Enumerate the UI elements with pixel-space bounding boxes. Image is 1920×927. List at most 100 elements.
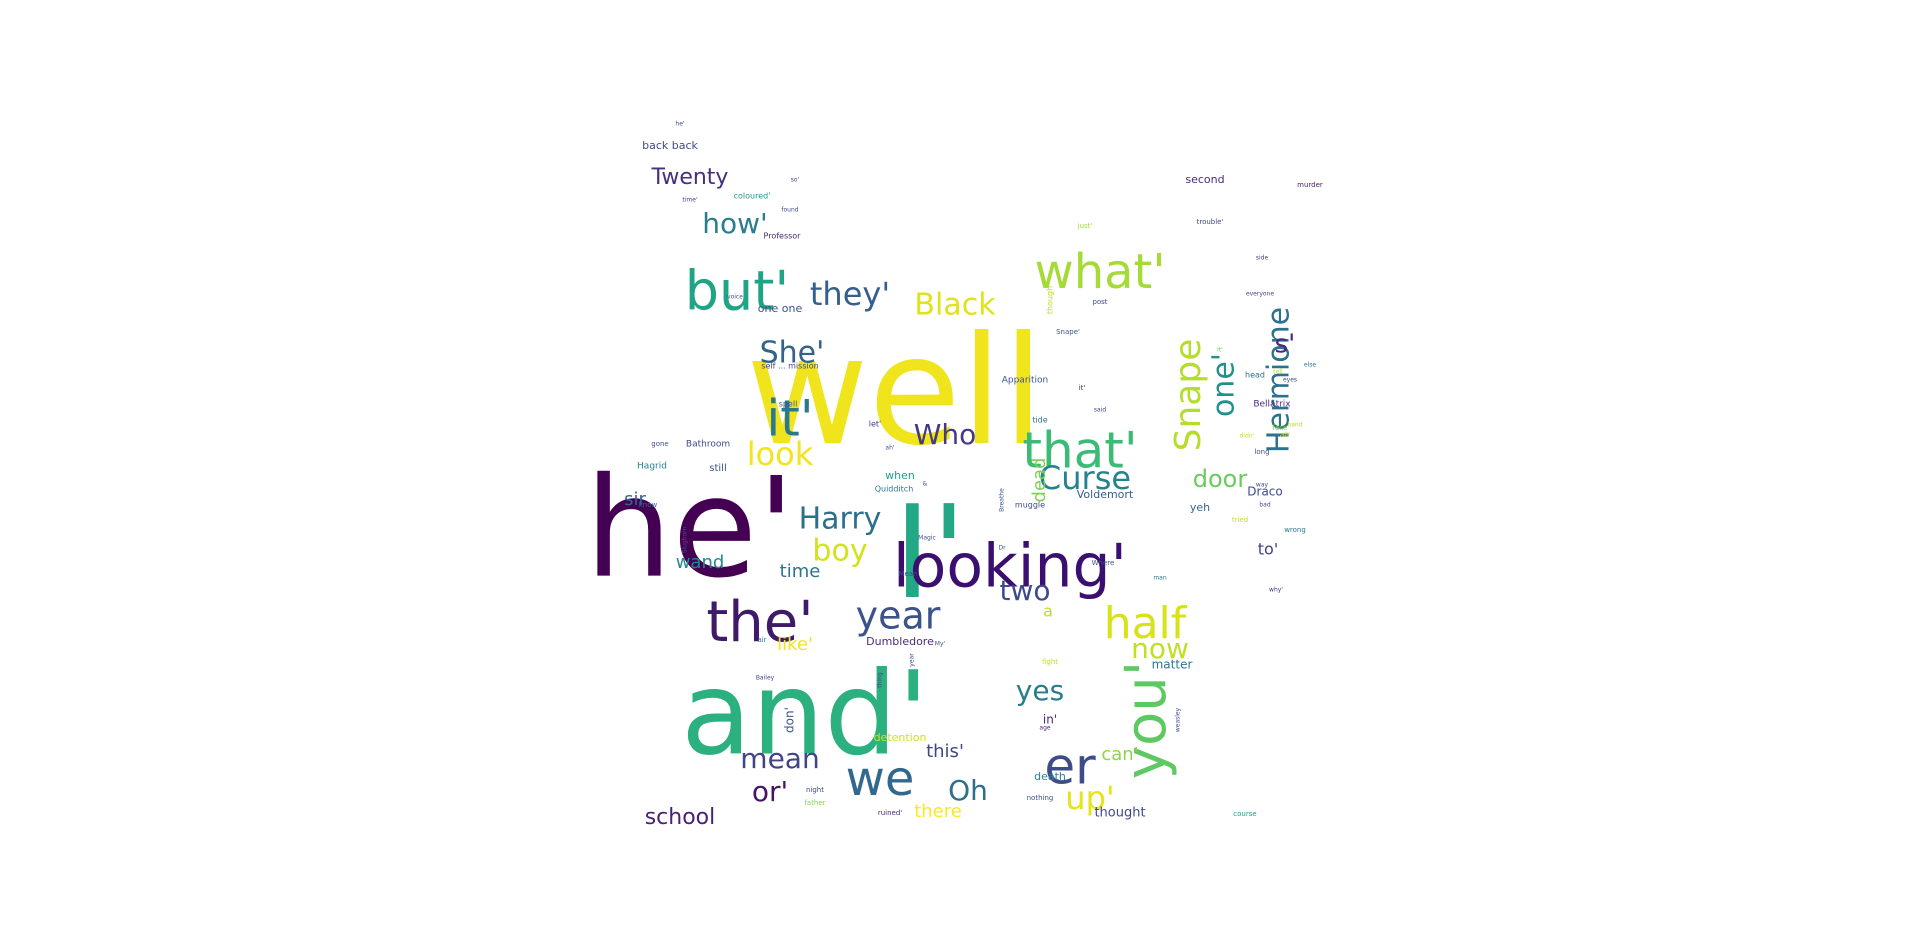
word-68: Professor bbox=[764, 232, 802, 241]
word-89: long bbox=[1254, 448, 1269, 456]
word-113: My' bbox=[935, 641, 946, 648]
word-33: or' bbox=[752, 775, 788, 808]
word-26: now bbox=[1131, 632, 1189, 665]
word-31: how' bbox=[702, 207, 767, 240]
word-10: it' bbox=[766, 390, 813, 448]
word-78: father bbox=[804, 799, 825, 807]
word-124: thing bbox=[877, 672, 884, 688]
word-0: well bbox=[746, 305, 1044, 479]
word-117: so' bbox=[791, 177, 800, 184]
word-80: nothing bbox=[1027, 794, 1054, 802]
word-46: to' bbox=[1258, 540, 1278, 559]
word-28: mean bbox=[740, 742, 819, 775]
word-27: Oh bbox=[948, 774, 988, 807]
word-103: Magic bbox=[918, 535, 936, 542]
word-73: spell bbox=[779, 400, 798, 409]
word-111: it' bbox=[1217, 347, 1223, 354]
word-36: Twenty bbox=[651, 165, 729, 190]
word-110: didn' bbox=[1240, 433, 1255, 440]
word-77: night bbox=[806, 786, 824, 794]
word-85: Snape' bbox=[1056, 328, 1080, 336]
word-90: all' bbox=[1280, 431, 1290, 439]
word-72: self ... mission bbox=[761, 362, 818, 371]
word-24: look bbox=[747, 435, 814, 473]
word-61: back back bbox=[642, 139, 698, 152]
word-119: side bbox=[1256, 255, 1269, 262]
word-45: can' bbox=[1101, 744, 1138, 765]
word-17: Curse bbox=[1039, 459, 1131, 497]
word-44: there bbox=[914, 801, 962, 822]
word-43: this' bbox=[926, 741, 964, 762]
word-48: don' bbox=[783, 707, 797, 733]
word-6: the' bbox=[706, 590, 813, 655]
word-34: door bbox=[1193, 465, 1248, 493]
word-88: face bbox=[1273, 424, 1288, 432]
word-121: eyes bbox=[1283, 377, 1297, 384]
word-118: found bbox=[781, 207, 798, 214]
word-81: course bbox=[1233, 810, 1256, 818]
word-14: year bbox=[856, 594, 941, 638]
word-2: I' bbox=[894, 479, 967, 628]
word-51: detention bbox=[874, 731, 927, 744]
word-1: he' bbox=[585, 448, 795, 609]
word-114: ah' bbox=[885, 445, 894, 452]
word-30: yes bbox=[1016, 674, 1064, 707]
word-7: but' bbox=[685, 260, 790, 323]
word-97: air bbox=[757, 636, 766, 644]
word-76: head bbox=[1245, 371, 1265, 380]
word-75: let' bbox=[869, 420, 881, 429]
word-41: sir bbox=[624, 489, 646, 510]
word-59: still bbox=[709, 463, 726, 474]
word-55: Draco bbox=[1247, 485, 1282, 499]
word-108: man bbox=[1153, 575, 1167, 582]
word-53: Dumbledore bbox=[866, 635, 934, 648]
word-98: Mean bbox=[898, 570, 917, 578]
word-3: and' bbox=[681, 648, 929, 782]
word-22: up' bbox=[1065, 779, 1114, 817]
word-96: gone bbox=[651, 440, 668, 448]
word-52: death bbox=[1034, 770, 1066, 783]
word-115: time' bbox=[682, 197, 698, 204]
word-5: you' bbox=[1114, 661, 1179, 779]
word-65: Apparition bbox=[1002, 376, 1049, 386]
word-58: when bbox=[885, 469, 915, 482]
word-123: Breathe bbox=[999, 488, 1006, 512]
word-70: muggle bbox=[1015, 501, 1045, 510]
word-100: fight bbox=[1042, 658, 1058, 666]
word-101: age bbox=[1039, 725, 1050, 732]
word-67: Quidditch bbox=[875, 485, 914, 494]
word-60: second bbox=[1185, 173, 1224, 186]
word-99: Where bbox=[1092, 559, 1115, 567]
word-64: Bathroom bbox=[686, 440, 730, 450]
word-104: why' bbox=[1269, 587, 1283, 594]
word-126: way bbox=[1256, 482, 1269, 489]
word-11: er bbox=[1044, 738, 1096, 796]
word-8: that' bbox=[1022, 422, 1137, 480]
word-93: Slughorn bbox=[682, 526, 689, 553]
word-54: Voldemort bbox=[1077, 488, 1134, 501]
word-37: school bbox=[645, 805, 716, 830]
word-71: though bbox=[1046, 286, 1055, 314]
word-4: looking' bbox=[893, 532, 1127, 602]
word-39: time bbox=[780, 561, 821, 582]
word-15: Snape bbox=[1168, 339, 1209, 452]
word-21: Harry bbox=[799, 502, 882, 537]
word-87: post bbox=[1092, 298, 1107, 306]
word-63: Hagrid bbox=[637, 462, 667, 472]
word-95: know bbox=[639, 501, 658, 509]
word-16: Hermione bbox=[1262, 307, 1297, 453]
word-94: Bailey bbox=[756, 675, 775, 682]
word-38: wand bbox=[676, 552, 725, 573]
word-109: hand bbox=[1287, 422, 1302, 429]
word-23: Black bbox=[914, 288, 996, 323]
word-125: said bbox=[1094, 407, 1106, 414]
word-13: half bbox=[1104, 598, 1188, 649]
word-50: matter bbox=[1152, 658, 1193, 672]
word-29: two bbox=[999, 574, 1050, 607]
word-106: year bbox=[909, 653, 916, 667]
word-42: dead bbox=[1029, 458, 1050, 503]
word-112: tell bbox=[1273, 369, 1283, 376]
word-56: in' bbox=[1043, 713, 1057, 727]
word-66: Bellatrix bbox=[1253, 400, 1291, 410]
